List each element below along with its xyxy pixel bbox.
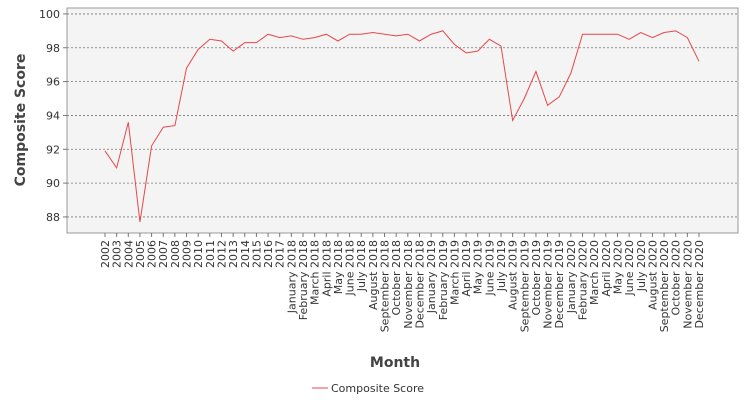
x-tick-label: March 2020 (588, 240, 601, 305)
x-tick-label: October 2020 (670, 240, 683, 316)
x-tick-label: 2011 (204, 240, 217, 268)
x-tick-label: November 2020 (681, 240, 694, 329)
y-tick-label: 92 (46, 143, 60, 156)
x-tick-label: July 2018 (355, 240, 368, 292)
y-tick-label: 98 (46, 42, 60, 55)
x-tick-label: 2008 (169, 240, 182, 268)
x-tick-label: August 2019 (507, 240, 520, 310)
x-tick-label: March 2018 (309, 240, 322, 305)
x-tick-label: 2015 (250, 240, 263, 268)
plot-area (66, 7, 739, 234)
x-tick-label: February 2020 (577, 240, 590, 320)
x-tick-label: November 2018 (402, 240, 415, 329)
x-tick-label: October 2018 (390, 240, 403, 316)
x-tick-label: 2007 (157, 240, 170, 268)
x-tick-label: 2009 (181, 240, 194, 268)
x-tick-label: June 2020 (623, 240, 636, 296)
x-tick-label: February 2018 (297, 240, 310, 320)
x-tick-label: January 2018 (285, 240, 298, 314)
x-tick-label: January 2019 (425, 240, 438, 314)
x-tick-label: March 2019 (448, 240, 461, 305)
x-tick-label: April 2018 (320, 240, 333, 297)
x-tick-label: 2014 (239, 240, 252, 268)
x-tick-label: January 2020 (565, 240, 578, 314)
x-tick-label: June 2019 (483, 240, 496, 296)
x-tick-label: 2016 (262, 240, 275, 268)
x-tick-label: September 2018 (379, 240, 392, 332)
x-tick-label: 2013 (227, 240, 240, 268)
x-tick-label: August 2018 (367, 240, 380, 310)
y-axis-title: Composite Score (13, 54, 29, 187)
x-tick-label: December 2018 (413, 240, 426, 329)
x-tick-label: 2002 (99, 240, 112, 268)
x-tick-label: September 2020 (658, 240, 671, 332)
x-tick-label: 2003 (111, 240, 124, 268)
x-tick-label: April 2020 (600, 240, 613, 297)
x-tick-label: August 2020 (646, 240, 659, 310)
x-tick-label: May 2019 (472, 240, 485, 294)
y-tick-label: 94 (46, 109, 60, 122)
x-tick-label: October 2019 (530, 240, 543, 316)
x-axis-title: Month (370, 355, 420, 371)
x-tick-label: 2006 (146, 240, 159, 268)
x-tick-label: 2005 (134, 240, 147, 268)
data-line (104, 30, 700, 223)
y-tick-label: 90 (46, 177, 60, 190)
x-tick-label: July 2020 (635, 240, 648, 292)
x-tick-label: 2004 (122, 240, 135, 268)
x-tick-label: May 2020 (611, 240, 624, 294)
y-tick-label: 96 (46, 76, 60, 89)
x-tick-label: December 2019 (553, 240, 566, 329)
x-tick-label: 2010 (192, 240, 205, 268)
x-tick-label: 2012 (215, 240, 228, 268)
y-tick-label: 88 (46, 211, 60, 224)
x-tick-label: June 2018 (344, 240, 357, 296)
x-tick-label: May 2018 (332, 240, 345, 294)
x-tick-label: February 2019 (437, 240, 450, 320)
x-tick-label: December 2020 (693, 240, 706, 329)
x-tick-label: September 2019 (518, 240, 531, 332)
legend-label: Composite Score (331, 382, 424, 395)
y-tick-label: 100 (39, 8, 60, 21)
x-tick-label: 2017 (274, 240, 287, 268)
x-tick-label: April 2019 (460, 240, 473, 297)
x-tick-label: November 2019 (542, 240, 555, 329)
x-tick-label: July 2019 (495, 240, 508, 292)
